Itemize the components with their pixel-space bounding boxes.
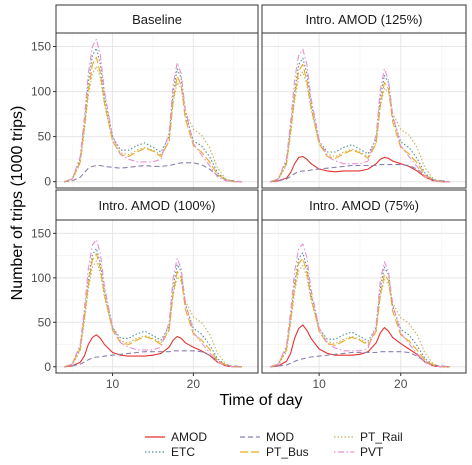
plot-background <box>56 33 258 188</box>
series-line-etc <box>270 252 450 368</box>
y-tick-label: 100 <box>31 271 51 285</box>
panel-border <box>55 32 259 189</box>
legend-label: PVT <box>360 445 384 459</box>
series-line-mod <box>64 162 242 183</box>
legend-label: PT_Bus <box>266 445 309 459</box>
facet-panel-4: Intro. AMOD (75%) 10 20 <box>261 189 467 391</box>
y-tick-label: 50 <box>38 130 52 144</box>
plot-background <box>262 220 466 373</box>
facet-strip <box>55 4 259 34</box>
legend-item-pt-rail: PT_Rail <box>334 430 403 444</box>
panel-border <box>261 219 467 374</box>
y-tick-label: 50 <box>38 315 52 329</box>
legend-label: MOD <box>266 430 294 444</box>
facet-title: Baseline <box>132 12 182 27</box>
series-line-mod <box>270 351 450 368</box>
x-tick-label: 10 <box>106 377 120 391</box>
legend-item-mod: MOD <box>240 430 294 444</box>
legend-item-amod: AMOD <box>145 430 207 444</box>
x-tick-label: 10 <box>312 377 326 391</box>
x-axis-title: Time of day <box>220 392 303 409</box>
facet-panel-2: Intro. AMOD (125%) <box>261 4 467 189</box>
facet-panel-3: Intro. AMOD (100%) 0 50 100 150 10 20 <box>31 189 259 391</box>
series-line-mod <box>270 164 450 183</box>
plot-background <box>56 220 258 373</box>
x-tick-label: 20 <box>187 377 201 391</box>
series-line-etc <box>63 247 242 368</box>
legend-label: PT_Rail <box>360 430 403 444</box>
series-line-pt-rail <box>270 71 450 183</box>
y-tick-label: 0 <box>44 360 51 374</box>
facet-strip <box>55 189 259 221</box>
facet-panel-1: Baseline 0 50 100 150 <box>31 4 259 189</box>
facet-strip <box>261 189 467 221</box>
series-line-pt-bus <box>63 253 242 368</box>
legend-item-pvt: PVT <box>334 445 384 459</box>
facet-title: Intro. AMOD (125%) <box>305 12 422 27</box>
facet-title: Intro. AMOD (100%) <box>98 198 215 213</box>
series-line-amod <box>270 324 450 368</box>
x-tick-label: 20 <box>394 377 408 391</box>
legend-item-etc: ETC <box>145 445 195 459</box>
series-line-pvt <box>270 48 450 183</box>
series-line-pt-bus <box>63 56 242 183</box>
legend-label: AMOD <box>171 430 207 444</box>
series-line-mod <box>64 350 242 368</box>
y-tick-label: 150 <box>31 226 51 240</box>
series-line-pt-bus <box>270 257 450 368</box>
series-line-pvt <box>63 38 242 183</box>
series-line-pt-rail <box>270 264 450 368</box>
y-tick-label: 0 <box>44 175 51 189</box>
y-tick-label: 150 <box>31 40 51 54</box>
series-line-amod <box>270 155 450 183</box>
panel-border <box>55 219 259 374</box>
y-tick-label: 100 <box>31 85 51 99</box>
legend-item-pt-bus: PT_Bus <box>240 445 309 459</box>
facet-strip <box>261 4 467 34</box>
series-line-pt-rail <box>63 65 242 183</box>
legend-label: ETC <box>171 445 195 459</box>
series-line-amod <box>64 334 242 368</box>
panel-border <box>261 32 467 189</box>
series-line-pt-rail <box>63 260 242 368</box>
series-line-pvt <box>63 239 242 368</box>
series-line-pt-bus <box>270 63 450 183</box>
facet-title: Intro. AMOD (75%) <box>309 198 419 213</box>
y-axis-title: Number of trips (1000 trips) <box>9 106 26 301</box>
